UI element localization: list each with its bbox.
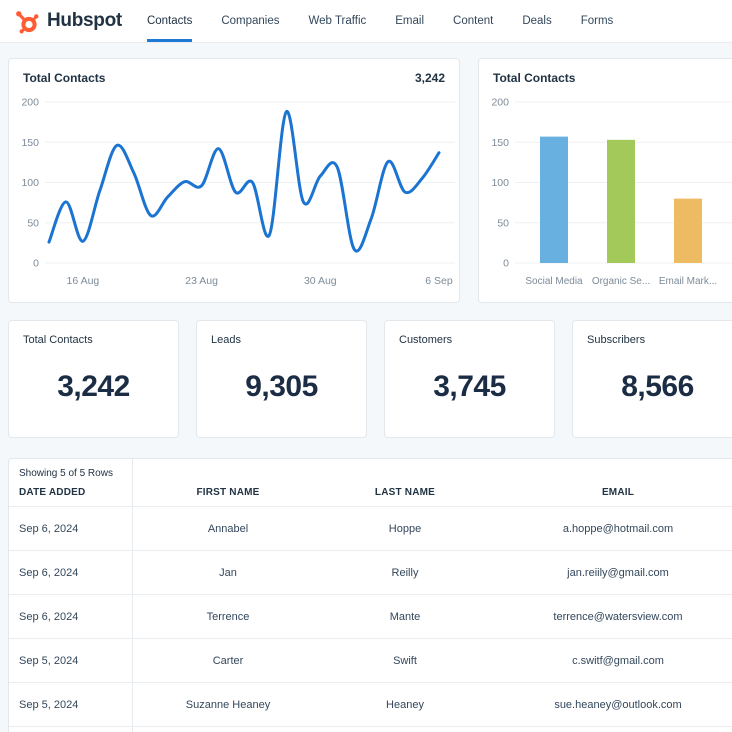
stat-value: 3,242: [57, 370, 130, 403]
stat-card-customers: Customers 3,745: [384, 320, 555, 438]
table-row[interactable]: Sep 6, 2024 Annabel Hoppe a.hoppe@hotmail.c…: [9, 507, 732, 551]
cell-date: Sep 5, 2024: [9, 639, 133, 682]
svg-text:Email Mark...: Email Mark...: [659, 276, 717, 287]
svg-text:50: 50: [27, 217, 39, 229]
column-header-email: EMAIL: [601, 487, 635, 498]
top-nav: Hubspot Contacts Companies Web Traffic Emai…: [0, 0, 732, 43]
table-row[interactable]: Sep 6, 2024 Jan Reilly jan.reiily@gmail.com: [9, 551, 732, 595]
stat-card-total-contacts: Total Contacts 3,242: [8, 320, 179, 438]
svg-text:Social Media: Social Media: [525, 276, 583, 287]
svg-text:150: 150: [491, 137, 509, 149]
nav-tab-label: Forms: [580, 15, 614, 27]
svg-text:6 Sep: 6 Sep: [425, 275, 453, 287]
table-row[interactable]: Sep 5, 2024 Suzanne Heaney Heaney sue.heane…: [9, 683, 732, 727]
svg-text:200: 200: [21, 97, 39, 109]
svg-text:Organic Se...: Organic Se...: [592, 276, 650, 287]
column-header-last-name: LAST NAME: [374, 487, 436, 498]
app-logo-text: Hubspot: [47, 10, 122, 31]
dashboard-main: Total Contacts 3,242 200 150 100 50 0 16 Aug 2…: [0, 43, 732, 732]
contacts-line-chart: 200 150 100 50 0 16 Aug 23 Aug 30 Aug 6 Sep: [21, 97, 455, 287]
table-body: Sep 6, 2024 Annabel Hoppe a.hoppe@hotmail.c…: [9, 507, 732, 727]
stat-label: Total Contacts: [23, 334, 93, 346]
table-row[interactable]: Sep 5, 2024 Carter Swift c.switf@gmail.com: [9, 639, 732, 683]
nav-tab-forms[interactable]: Forms: [581, 0, 614, 42]
cell-first: Annabel: [207, 522, 249, 535]
svg-text:150: 150: [21, 137, 39, 149]
total-contacts-bar-card: Total Contacts 200 150 100 50 0 Social Media O…: [478, 58, 732, 303]
cell-email: jan.reiily@gmail.com: [567, 566, 669, 579]
stat-card-subscribers: Subscribers 8,566: [572, 320, 732, 438]
charts-row: Total Contacts 3,242 200 150 100 50 0 16 Aug 2…: [8, 58, 732, 303]
contacts-source-bar-chart: 200 150 100 50 0 Social Media Organic Se... Ema…: [491, 97, 732, 287]
column-header-date-added: DATE ADDED: [19, 487, 86, 498]
svg-text:200: 200: [491, 97, 509, 109]
nav-tab-label: Contacts: [146, 15, 193, 27]
nav-tab-email[interactable]: Email: [395, 0, 424, 42]
chart-title: Total Contacts: [493, 71, 576, 85]
cell-email: c.switf@gmail.com: [572, 654, 664, 667]
table-header-row: Showing 5 of 5 Rows DATE ADDED FIRST NAM…: [9, 459, 732, 507]
cell-last: Swift: [393, 654, 417, 667]
nav-tab-deals[interactable]: Deals: [522, 0, 551, 42]
nav-tab-contacts[interactable]: Contacts: [146, 0, 193, 42]
cell-last: Heaney: [386, 698, 424, 711]
cell-last: Hoppe: [388, 522, 422, 535]
svg-text:100: 100: [491, 177, 509, 189]
chart-total-value: 3,242: [414, 71, 445, 85]
cell-last: Mante: [389, 610, 421, 623]
nav-tab-label: Content: [453, 15, 494, 27]
cell-first: Carter: [212, 654, 244, 667]
table-row[interactable]: Sep 6, 2024 Terrence Mante terrence@watersv…: [9, 595, 732, 639]
chart-title: Total Contacts: [23, 71, 106, 85]
svg-text:23 Aug: 23 Aug: [185, 275, 218, 287]
contacts-table-card: Showing 5 of 5 Rows DATE ADDED FIRST NAM…: [8, 458, 732, 732]
cell-first: Suzanne Heaney: [185, 698, 271, 711]
nav-tab-label: Deals: [522, 15, 552, 27]
column-header-first-name: FIRST NAME: [196, 487, 260, 498]
cell-first: Terrence: [206, 610, 250, 623]
stat-card-leads: Leads 9,305: [196, 320, 367, 438]
app-logo[interactable]: Hubspot: [14, 0, 122, 42]
stat-value: 3,745: [433, 370, 506, 403]
stat-value: 8,566: [621, 370, 694, 403]
svg-text:0: 0: [33, 258, 39, 270]
stat-label: Leads: [211, 334, 241, 346]
nav-tab-content[interactable]: Content: [453, 0, 493, 42]
nav-tab-label: Companies: [221, 15, 280, 27]
hubspot-sprocket-icon: [16, 11, 39, 34]
cell-email: sue.heaney@outlook.com: [554, 698, 682, 711]
stat-label: Customers: [399, 334, 453, 346]
cell-date: Sep 6, 2024: [9, 507, 133, 550]
stat-label: Subscribers: [587, 334, 646, 346]
nav-tab-label: Web Traffic: [308, 15, 367, 27]
stat-value: 9,305: [245, 370, 318, 403]
nav-tab-companies[interactable]: Companies: [221, 0, 279, 42]
cell-last: Reilly: [391, 566, 419, 579]
nav-tab-web-traffic[interactable]: Web Traffic: [309, 0, 367, 42]
cell-email: terrence@watersview.com: [553, 610, 683, 623]
svg-text:30 Aug: 30 Aug: [304, 275, 337, 287]
table-row-count-summary: Showing 5 of 5 Rows: [19, 468, 113, 479]
cell-date: Sep 6, 2024: [9, 551, 133, 594]
nav-tab-label: Email: [395, 15, 425, 27]
svg-text:0: 0: [503, 258, 509, 270]
nav-tabs: Contacts Companies Web Traffic Email Content…: [146, 0, 614, 42]
svg-text:100: 100: [21, 177, 39, 189]
total-contacts-line-card: Total Contacts 3,242 200 150 100 50 0 16 Aug 2…: [8, 58, 460, 303]
cell-first: Jan: [219, 566, 237, 579]
stats-row: Total Contacts 3,242 Leads 9,305 Customers 3,…: [8, 320, 732, 438]
svg-text:16 Aug: 16 Aug: [67, 275, 100, 287]
svg-text:50: 50: [497, 217, 509, 229]
table-filler: [9, 727, 732, 732]
cell-date: Sep 5, 2024: [9, 683, 133, 726]
cell-email: a.hoppe@hotmail.com: [562, 522, 674, 535]
cell-date: Sep 6, 2024: [9, 595, 133, 638]
